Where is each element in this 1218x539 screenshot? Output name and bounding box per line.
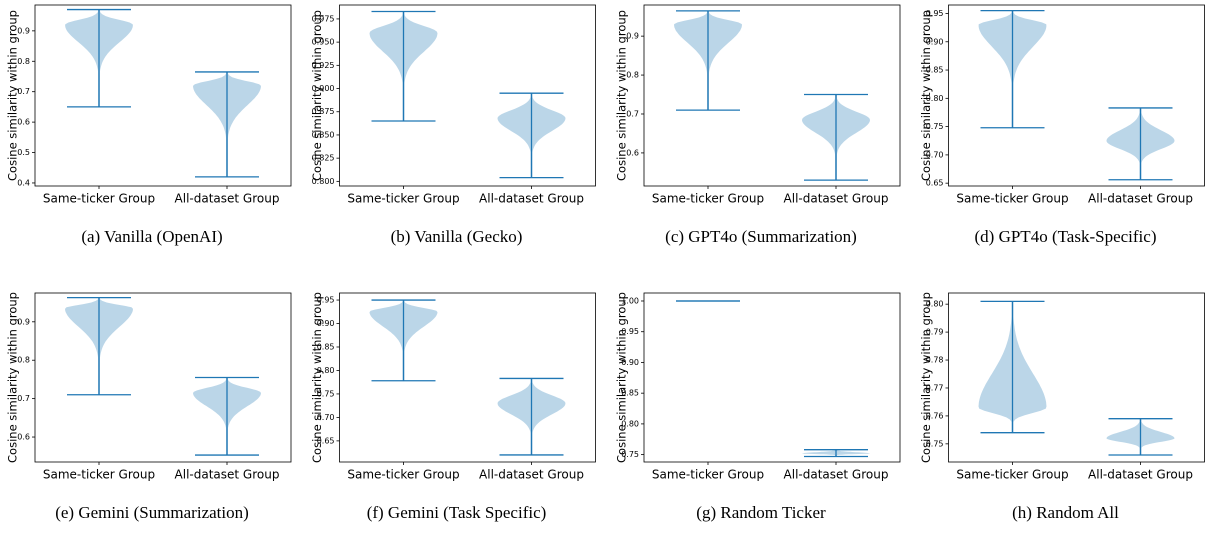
y-tick-label: 0.900 — [312, 84, 335, 93]
y-tick-label: 0.80 — [317, 366, 335, 375]
plot-frame — [643, 292, 901, 463]
y-axis-label: Cosine similarity within group — [310, 292, 324, 463]
caption: (h) Random All — [1012, 503, 1119, 522]
y-tick-label: 0.9 — [17, 317, 30, 326]
y-tick-label: 0.8 — [626, 71, 639, 80]
y-axis-label: Cosine similarity within group — [615, 10, 629, 181]
caption: (d) GPT4o (Task-Specific) — [975, 227, 1157, 246]
y-tick-label: 0.8 — [17, 356, 30, 365]
y-tick-label: 0.85 — [621, 389, 639, 398]
x-tick-label: All-dataset Group — [784, 468, 889, 482]
caption: (c) GPT4o (Summarization) — [665, 227, 857, 246]
plot-frame — [339, 292, 596, 463]
caption: (f) Gemini (Task Specific) — [367, 503, 547, 522]
x-tick-label: All-dataset Group — [784, 192, 889, 206]
y-axis-label: Cosine similarity within group — [919, 10, 933, 181]
caption: (e) Gemini (Summarization) — [55, 503, 249, 522]
y-tick-label: 0.90 — [621, 358, 639, 367]
y-tick-label: 0.7 — [17, 394, 30, 403]
y-tick-label: 0.80 — [926, 94, 944, 103]
caption: (g) Random Ticker — [696, 503, 826, 522]
y-tick-label: 0.95 — [317, 296, 335, 305]
x-tick-label: All-dataset Group — [175, 192, 280, 206]
y-tick-label: 0.75 — [926, 122, 944, 131]
y-axis-label: Cosine similarity within group — [919, 292, 933, 463]
x-tick-label: Same-ticker Group — [652, 468, 764, 482]
y-tick-label: 0.76 — [926, 411, 944, 420]
y-tick-label: 0.90 — [926, 37, 944, 46]
y-tick-label: 0.80 — [926, 300, 944, 309]
y-tick-label: 0.95 — [621, 327, 639, 336]
y-tick-label: 0.7 — [17, 87, 30, 96]
y-tick-label: 0.9 — [17, 26, 30, 35]
y-tick-label: 1.00 — [621, 296, 639, 305]
y-tick-label: 0.75 — [621, 450, 639, 459]
y-tick-label: 0.70 — [926, 150, 944, 159]
x-tick-label: All-dataset Group — [479, 192, 584, 206]
y-tick-label: 0.65 — [926, 179, 944, 188]
plot-frame — [948, 4, 1205, 187]
y-tick-label: 0.9 — [626, 32, 639, 41]
caption: (b) Vanilla (Gecko) — [391, 227, 523, 246]
y-tick-label: 0.78 — [926, 356, 944, 365]
y-tick-label: 0.875 — [312, 107, 335, 116]
x-tick-label: Same-ticker Group — [652, 192, 764, 206]
y-tick-label: 0.800 — [312, 177, 335, 186]
y-tick-label: 0.925 — [312, 61, 335, 70]
x-tick-label: Same-ticker Group — [43, 192, 155, 206]
y-tick-label: 0.95 — [926, 9, 944, 18]
y-tick-label: 0.825 — [312, 154, 335, 163]
y-tick-label: 0.4 — [17, 178, 30, 187]
x-tick-label: Same-ticker Group — [956, 468, 1068, 482]
y-tick-label: 0.850 — [312, 130, 335, 139]
x-tick-label: All-dataset Group — [479, 468, 584, 482]
y-tick-label: 0.75 — [926, 439, 944, 448]
x-tick-label: Same-ticker Group — [347, 468, 459, 482]
y-tick-label: 0.70 — [317, 413, 335, 422]
y-tick-label: 0.85 — [926, 66, 944, 75]
y-tick-label: 0.77 — [926, 383, 944, 392]
x-tick-label: Same-ticker Group — [347, 192, 459, 206]
plot-frame — [643, 4, 901, 187]
y-tick-label: 0.6 — [626, 148, 639, 157]
x-tick-label: All-dataset Group — [1088, 468, 1193, 482]
caption: (a) Vanilla (OpenAI) — [81, 227, 222, 246]
y-tick-label: 0.975 — [312, 14, 335, 23]
plot-frame — [339, 4, 596, 187]
y-tick-label: 0.6 — [17, 118, 30, 127]
y-tick-label: 0.5 — [17, 148, 30, 157]
y-tick-label: 0.8 — [17, 57, 30, 66]
y-axis-label: Cosine similarity within group — [310, 10, 324, 181]
y-tick-label: 0.7 — [626, 109, 639, 118]
plot-frame — [34, 4, 292, 187]
y-tick-label: 0.80 — [621, 419, 639, 428]
y-axis-label: Cosine similarity within group — [6, 10, 20, 181]
x-tick-label: All-dataset Group — [175, 468, 280, 482]
x-tick-label: Same-ticker Group — [43, 468, 155, 482]
y-axis-label: Cosine similarity within group — [6, 292, 20, 463]
y-tick-label: 0.85 — [317, 342, 335, 351]
y-tick-label: 0.65 — [317, 436, 335, 445]
x-tick-label: Same-ticker Group — [956, 192, 1068, 206]
y-tick-label: 0.950 — [312, 38, 335, 47]
y-tick-label: 0.90 — [317, 319, 335, 328]
plot-frame — [34, 292, 292, 463]
y-tick-label: 0.79 — [926, 328, 944, 337]
y-tick-label: 0.6 — [17, 433, 30, 442]
y-axis-label: Cosine similarity within group — [615, 292, 629, 463]
x-tick-label: All-dataset Group — [1088, 192, 1193, 206]
plot-frame — [948, 292, 1205, 463]
y-tick-label: 0.75 — [317, 389, 335, 398]
